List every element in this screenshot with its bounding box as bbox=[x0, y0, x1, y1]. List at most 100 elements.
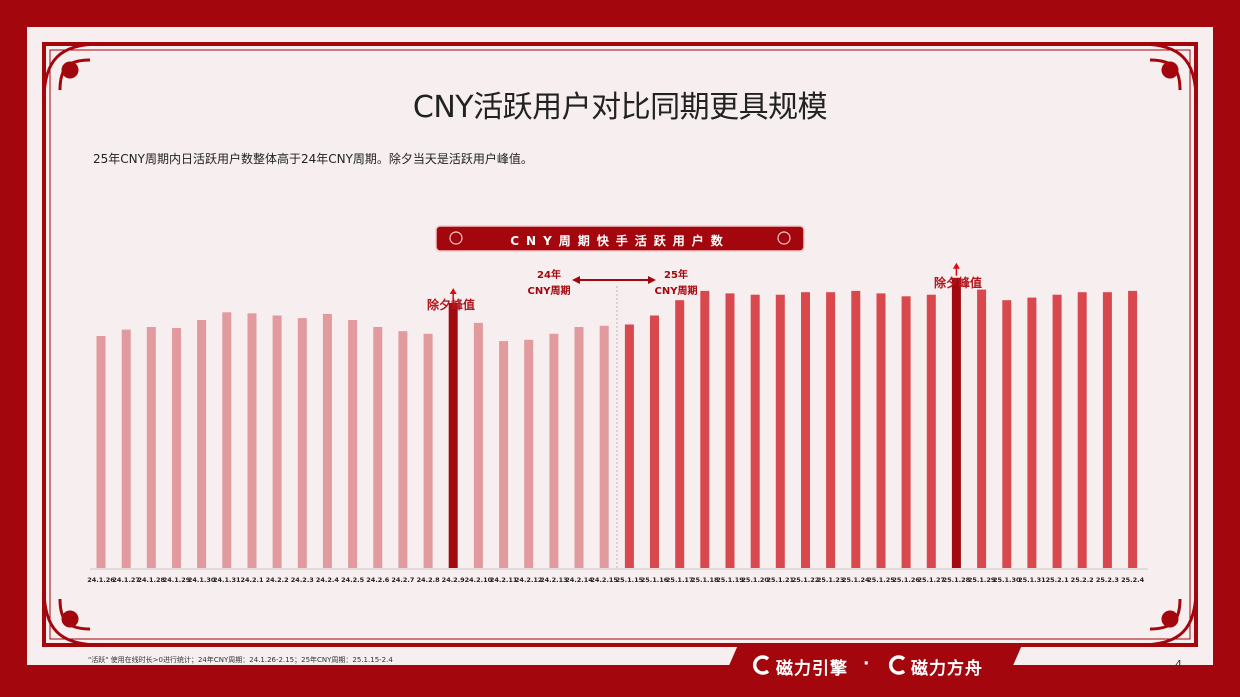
x-tick-label: 24.1.30 bbox=[188, 576, 216, 584]
bar-24.1.26 bbox=[96, 336, 106, 568]
bar-25.1.22 bbox=[801, 292, 810, 568]
bar-25.1.18 bbox=[700, 290, 710, 568]
x-tick-label: 25.1.19 bbox=[716, 576, 744, 584]
bar-25.1.29 bbox=[977, 289, 987, 568]
x-tick-label: 24.2.12 bbox=[515, 576, 543, 584]
page-number: 4 bbox=[1175, 658, 1182, 671]
x-tick-label: 25.2.4 bbox=[1121, 576, 1145, 584]
x-tick-label: 25.1.31 bbox=[1018, 576, 1046, 584]
x-tick-label: 24.2.9 bbox=[442, 576, 466, 584]
x-tick-label: 25.2.2 bbox=[1071, 576, 1094, 584]
period-arrow-head-left bbox=[572, 276, 580, 284]
bar-25.1.15 bbox=[624, 324, 634, 568]
brand-logo-right-icon bbox=[888, 655, 906, 675]
slide-title: CNY活跃用户对比同期更具规模 bbox=[412, 90, 828, 125]
peak-label-2025: 除夕峰值 bbox=[934, 276, 983, 290]
x-tick-label: 25.1.25 bbox=[867, 576, 895, 584]
banner-cloud-right bbox=[777, 231, 791, 245]
x-tick-label: 24.2.13 bbox=[540, 576, 568, 584]
bar-24.2.2 bbox=[272, 315, 282, 568]
bar-25.2.1 bbox=[1052, 294, 1062, 568]
x-tick-label: 25.2.3 bbox=[1096, 576, 1119, 584]
bar-24.1.30 bbox=[197, 320, 207, 568]
bar-25.1.31 bbox=[1027, 297, 1037, 568]
period-label-2024: 24年 CNY周期 bbox=[520, 268, 578, 300]
x-tick-label: 25.1.22 bbox=[792, 576, 820, 584]
x-tick-label: 25.1.21 bbox=[767, 576, 795, 584]
slide-subtitle: 25年CNY周期内日活跃用户数整体高于24年CNY周期。除夕当天是活跃用户峰值。 bbox=[93, 152, 533, 166]
bar-24.2.9 bbox=[448, 303, 458, 568]
x-tick-label: 24.2.6 bbox=[366, 576, 390, 584]
bar-25.2.2 bbox=[1077, 292, 1087, 568]
corner-ornament-top-right bbox=[1139, 42, 1198, 101]
bar-24.2.3 bbox=[297, 318, 307, 568]
chart-title: CNY周期快手活跃用户数 bbox=[510, 234, 730, 248]
x-tick-label: 25.1.17 bbox=[666, 576, 694, 584]
x-tick-label: 25.1.28 bbox=[943, 576, 971, 584]
footer-tab bbox=[724, 645, 1022, 677]
corner-ornament-top-left bbox=[42, 42, 101, 101]
x-tick-label: 25.1.24 bbox=[842, 576, 870, 584]
bar-24.2.1 bbox=[247, 313, 257, 568]
x-tick-label: 25.2.1 bbox=[1046, 576, 1070, 584]
inner-border bbox=[42, 42, 1198, 647]
x-tick-label: 24.1.27 bbox=[112, 576, 140, 584]
x-tick-label: 25.1.26 bbox=[892, 576, 920, 584]
period-label-2025-line2: CNY周期 bbox=[654, 286, 698, 297]
x-tick-label: 25.1.27 bbox=[918, 576, 946, 584]
bar-24.1.29 bbox=[172, 328, 181, 568]
chart-banner bbox=[435, 225, 805, 252]
bar-24.2.6 bbox=[373, 327, 383, 568]
bar-25.1.17 bbox=[675, 300, 685, 568]
x-tick-label: 25.1.18 bbox=[691, 576, 719, 584]
x-tick-label: 24.2.11 bbox=[490, 576, 518, 584]
period-label-2025: 25年 CNY周期 bbox=[647, 268, 705, 300]
bar-24.2.4 bbox=[322, 313, 332, 568]
bar-24.2.13 bbox=[549, 333, 559, 568]
bar-24.1.28 bbox=[146, 327, 156, 568]
bar-25.1.24 bbox=[851, 290, 861, 568]
bar-25.1.16 bbox=[650, 315, 659, 568]
banner-cloud-left bbox=[449, 231, 463, 245]
bar-24.2.12 bbox=[524, 339, 534, 568]
bar-24.2.14 bbox=[574, 327, 584, 568]
peak-arrows bbox=[449, 262, 960, 301]
brand-separator: · bbox=[863, 654, 870, 674]
brand-name-left: 磁力引擎 bbox=[776, 659, 848, 679]
bar-25.1.23 bbox=[826, 292, 836, 568]
x-tick-label: 25.1.15 bbox=[616, 576, 644, 584]
x-tick-label: 24.1.28 bbox=[138, 576, 166, 584]
footnote: "活跃" 使用在线时长>0进行统计；24年CNY周期：24.1.26-2.15；… bbox=[88, 656, 393, 664]
x-tick-label: 25.1.20 bbox=[741, 576, 769, 584]
x-tick-label: 24.2.8 bbox=[417, 576, 441, 584]
bar-25.1.20 bbox=[750, 294, 760, 568]
bar-25.1.27 bbox=[926, 294, 936, 568]
peak-arrow-head bbox=[952, 262, 960, 269]
x-tick-label: 25.1.30 bbox=[993, 576, 1021, 584]
period-label-2024-line2: CNY周期 bbox=[527, 286, 571, 297]
bar-25.2.4 bbox=[1128, 290, 1138, 568]
brand-name-right: 磁力方舟 bbox=[911, 659, 983, 679]
peak-label-2024: 除夕峰值 bbox=[427, 298, 476, 312]
bar-25.1.19 bbox=[725, 293, 735, 568]
x-tick-label: 24.1.31 bbox=[213, 576, 241, 584]
bar-24.2.7 bbox=[398, 331, 408, 568]
period-label-2025-line1: 25年 bbox=[664, 270, 688, 281]
bar-25.1.26 bbox=[901, 296, 911, 568]
peak-arrow-head bbox=[449, 288, 457, 294]
bar-25.1.21 bbox=[775, 294, 785, 568]
inner-border-fine bbox=[49, 49, 1191, 640]
bar-24.2.10 bbox=[473, 322, 483, 568]
x-tick-label: 24.2.4 bbox=[316, 576, 340, 584]
x-tick-label: 25.1.16 bbox=[641, 576, 669, 584]
corner-ornament-bottom-left bbox=[42, 588, 101, 647]
period-arrow-head-right bbox=[648, 276, 656, 284]
bar-24.2.8 bbox=[423, 333, 433, 568]
x-tick-label: 24.2.5 bbox=[341, 576, 365, 584]
corner-ornament-bottom-right bbox=[1139, 588, 1198, 647]
x-tick-label: 24.2.3 bbox=[291, 576, 314, 584]
bar-24.2.15 bbox=[599, 325, 609, 568]
bar-24.1.31 bbox=[222, 312, 232, 568]
x-tick-label: 24.2.1 bbox=[240, 576, 264, 584]
